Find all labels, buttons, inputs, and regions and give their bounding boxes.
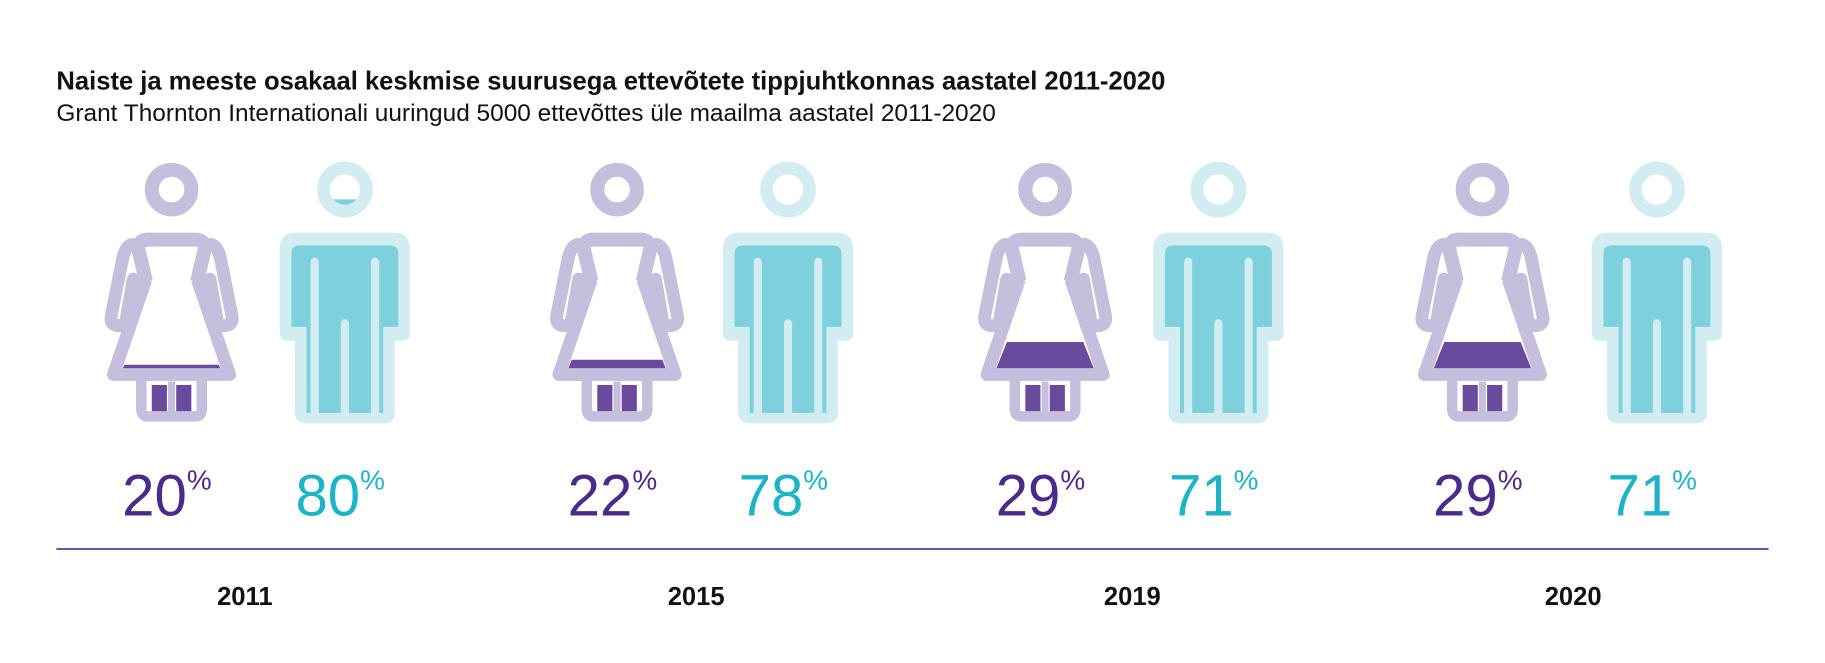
head-icon (590, 162, 644, 217)
head-icon (144, 162, 199, 217)
head-icon (1018, 162, 1072, 217)
chart-subtitle: Grant Thornton Internationali uuringud 5… (56, 100, 995, 127)
woman-figure (1415, 162, 1550, 422)
year-label: 2011 (217, 583, 273, 611)
man-figure (1153, 161, 1284, 424)
women-percent-label: 20% (122, 463, 211, 528)
men-percent-label: 78% (739, 463, 829, 528)
man-figure (279, 161, 411, 424)
year-label: 2019 (1104, 583, 1161, 611)
men-percent-label: 80% (295, 463, 385, 528)
head-icon (1455, 162, 1510, 217)
men-percent-label: 71% (1608, 463, 1697, 528)
woman-figure (550, 162, 685, 422)
year-label: 2015 (668, 583, 725, 611)
women-percent-label: 22% (568, 463, 658, 528)
woman-figure (104, 162, 239, 422)
man-figure (1591, 161, 1723, 424)
chart-title: Naiste ja meeste osakaal keskmise suurus… (56, 68, 1165, 96)
men-percent-label: 71% (1169, 463, 1259, 528)
year-label: 2020 (1545, 583, 1602, 611)
man-figure (722, 161, 854, 424)
women-percent-label: 29% (996, 463, 1086, 528)
woman-figure (978, 162, 1113, 422)
women-percent-label: 29% (1433, 463, 1523, 528)
